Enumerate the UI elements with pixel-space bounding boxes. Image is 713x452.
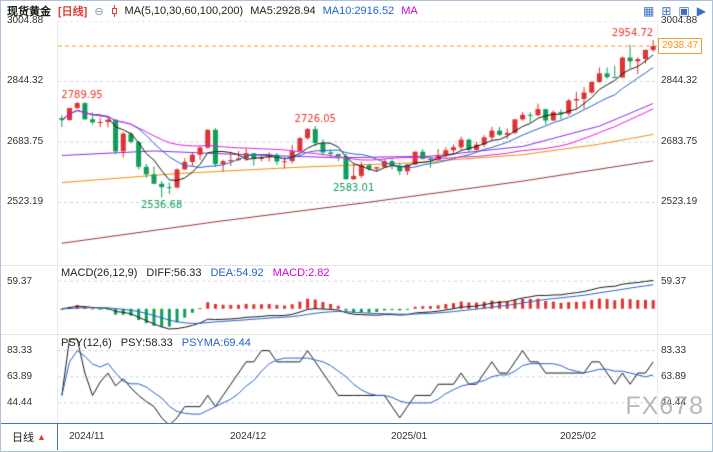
panel-divider[interactable] [1,334,712,335]
macd-macd-value: MACD:2.82 [272,267,330,279]
psy-axis-label: 83.33 [661,345,687,356]
y-axis-label: 2683.75 [7,136,44,147]
psy-title: PSY(12,6) [61,337,112,349]
panel-divider[interactable] [1,265,712,266]
minus-circle-icon[interactable]: ⊖ [94,5,104,18]
macd-axis-label: 59.37 [661,276,687,287]
last-price-marker: 2938.47 [658,38,703,54]
psy-axis-label: 44.44 [7,397,33,408]
ma10-value: MA10:2916.52 [322,5,395,17]
expand-icon[interactable]: ▶ [696,4,706,18]
x-axis-label: 2025/01 [391,431,428,442]
ma-group-label: MA(5,10,30,60,100,200) [124,5,244,17]
panel-chart-icon[interactable]: ▣ [678,4,690,18]
period-tab-daily[interactable]: 日线 ▲ [1,424,58,450]
y-axis-label: 3004.88 [7,15,44,26]
bottom-bar: 日线 ▲ 2024/11 2024/12 2025/01 2025/02 [1,423,712,451]
psy-axis-label: 44.44 [661,397,687,408]
x-axis-label: 2024/12 [230,431,267,442]
chart-header: 现货黄金 [日线] ⊖ MA(5,10,30,60,100,200) MA5:2… [1,1,712,21]
ma-more-value: MA [401,5,418,17]
x-axis-label: 2025/02 [560,431,597,442]
new-window-icon[interactable]: ⊞ [661,4,672,18]
grid-layout-icon[interactable]: ▦ [643,4,655,18]
y-axis-label: 2844.32 [7,75,44,86]
macd-dea-value: DEA:54.92 [210,267,264,279]
sort-arrow-icon: ▲ [37,432,46,442]
symbol-title: 现货黄金 [7,6,51,18]
ma5-value: MA5:2928.94 [250,5,316,17]
y-axis-label: 2844.32 [661,75,698,86]
x-axis-label: 2024/11 [69,431,105,442]
psy-axis-label: 63.89 [7,371,33,382]
psy-header: PSY(12,6) PSY:58.33 PSYMA:69.44 [61,337,251,349]
candlestick-icon[interactable] [111,5,118,17]
macd-diff-value: DIFF:56.33 [146,267,202,279]
psy-value: PSY:58.33 [120,337,173,349]
psyma-value: PSYMA:69.44 [181,337,251,349]
period-label: [日线] [58,6,88,18]
macd-axis-label: 59.37 [7,276,33,287]
right-gutter-divider [657,21,658,426]
period-tab-label: 日线 [12,432,35,444]
psy-axis-label: 83.33 [7,345,33,356]
left-gutter-divider [57,21,58,426]
y-axis-label: 3004.88 [661,15,698,26]
psy-axis-label: 63.89 [661,371,687,382]
macd-header: MACD(26,12,9) DIFF:56.33 DEA:54.92 MACD:… [61,267,330,279]
y-axis-label: 2523.19 [661,196,698,207]
y-axis-label: 2523.19 [7,196,44,207]
macd-title: MACD(26,12,9) [61,267,138,279]
y-axis-label: 2683.75 [661,136,698,147]
price-chart-canvas[interactable] [58,21,657,426]
